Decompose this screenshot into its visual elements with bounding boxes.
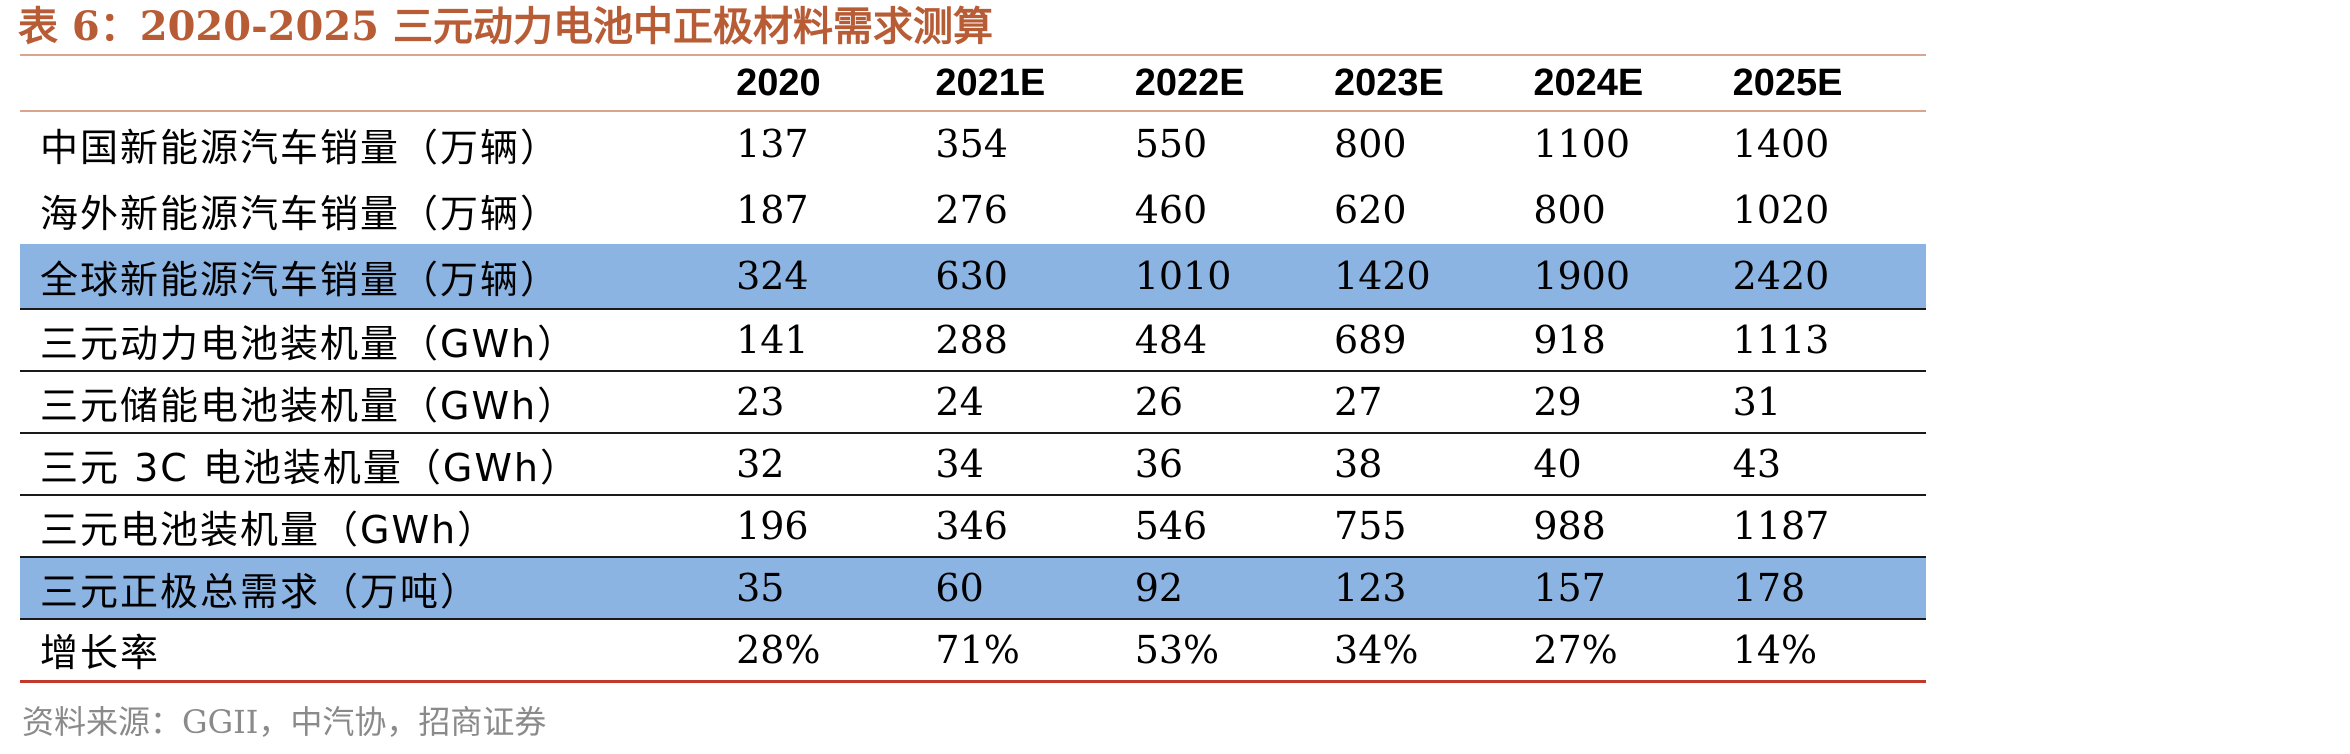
table-cell: 550 [1128, 111, 1329, 178]
table-cell: 276 [929, 177, 1129, 244]
table-cell: 1100 [1527, 111, 1727, 178]
table-cell: 27 [1328, 371, 1528, 434]
row-label: 三元正极总需求（万吨） [20, 557, 731, 620]
row-label: 增长率 [20, 619, 731, 683]
header-cell-2024e: 2024E [1533, 61, 1644, 104]
table-cell: 800 [1527, 177, 1727, 244]
table-cell: 1020 [1726, 177, 1926, 244]
table-cell: 755 [1328, 495, 1528, 558]
table-cell: 71% [929, 619, 1129, 683]
table-cell: 918 [1527, 309, 1727, 372]
table-cell: 36 [1128, 433, 1329, 496]
table-cell: 187 [730, 177, 930, 244]
table-cell: 800 [1328, 111, 1528, 178]
header-cell-2022e: 2022E [1134, 61, 1245, 104]
row-label: 三元 3C 电池装机量（GWh） [20, 433, 731, 496]
table-cell: 1187 [1726, 495, 1926, 558]
table-cell: 34 [929, 433, 1129, 496]
table-cell: 460 [1128, 177, 1329, 244]
table-cell: 630 [929, 243, 1129, 310]
table-cell: 60 [929, 557, 1129, 620]
header-row: 2020 2021E 2022E 2023E 2024E 2025E [20, 55, 1926, 111]
table-cell: 157 [1527, 557, 1727, 620]
data-table-container: 2020 2021E 2022E 2023E 2024E 2025E 中国新能源… [20, 54, 1926, 683]
row-label: 中国新能源汽车销量（万辆） [20, 111, 731, 178]
table-cell: 1113 [1726, 309, 1926, 372]
table-cell: 35 [730, 557, 930, 620]
header-cell-2021e: 2021E [935, 61, 1046, 104]
table-row-highlighted: 全球新能源汽车销量（万辆） 324 630 1010 1420 1900 242… [20, 243, 1926, 310]
table-cell: 141 [730, 309, 930, 372]
row-label: 三元储能电池装机量（GWh） [20, 371, 731, 434]
table-cell: 34% [1328, 619, 1528, 683]
table-cell: 689 [1328, 309, 1528, 372]
table-row: 三元储能电池装机量（GWh） 23 24 26 27 29 31 [20, 371, 1926, 434]
table-cell: 620 [1328, 177, 1528, 244]
table-row: 增长率 28% 71% 53% 34% 27% 14% [20, 619, 1926, 683]
header-cell-2023e: 2023E [1334, 61, 1444, 104]
header-cell-2025e: 2025E [1732, 61, 1843, 104]
table-cell: 1010 [1128, 243, 1329, 310]
table-cell: 178 [1726, 557, 1926, 620]
source-note: 资料来源：GGII，中汽协，招商证券 [22, 703, 547, 741]
table-cell: 29 [1527, 371, 1727, 434]
table-cell: 988 [1527, 495, 1727, 558]
table-cell: 196 [730, 495, 930, 558]
table-cell: 38 [1328, 433, 1528, 496]
table-cell: 43 [1726, 433, 1926, 496]
table-cell: 26 [1128, 371, 1329, 434]
table-cell: 123 [1328, 557, 1528, 620]
table-row: 海外新能源汽车销量（万辆） 187 276 460 620 800 1020 [20, 177, 1926, 244]
table-cell: 324 [730, 243, 930, 310]
table-cell: 1400 [1726, 111, 1926, 178]
table-cell: 288 [929, 309, 1129, 372]
table-row: 三元 3C 电池装机量（GWh） 32 34 36 38 40 43 [20, 433, 1926, 496]
table-cell: 14% [1726, 619, 1926, 683]
table-title: 表 6：2020-2025 三元动力电池中正极材料需求测算 [18, 3, 993, 50]
row-label: 三元电池装机量（GWh） [20, 495, 731, 558]
table-cell: 24 [929, 371, 1129, 434]
header-cell-label [20, 55, 730, 111]
table-cell: 346 [929, 495, 1129, 558]
table-row: 中国新能源汽车销量（万辆） 137 354 550 800 1100 1400 [20, 111, 1926, 178]
table-row: 三元动力电池装机量（GWh） 141 288 484 689 918 1113 [20, 309, 1926, 372]
table-cell: 1900 [1527, 243, 1727, 310]
table-cell: 92 [1128, 557, 1329, 620]
table-cell: 28% [730, 619, 930, 683]
table-cell: 40 [1527, 433, 1727, 496]
table-cell: 137 [730, 111, 930, 178]
table-cell: 546 [1128, 495, 1329, 558]
table-cell: 354 [929, 111, 1129, 178]
battery-demand-table: 2020 2021E 2022E 2023E 2024E 2025E 中国新能源… [20, 54, 1926, 683]
table-cell: 31 [1726, 371, 1926, 434]
row-label: 海外新能源汽车销量（万辆） [20, 177, 731, 244]
table-cell: 27% [1527, 619, 1727, 683]
table-cell: 53% [1128, 619, 1329, 683]
row-label: 全球新能源汽车销量（万辆） [20, 243, 731, 310]
table-row-highlighted: 三元正极总需求（万吨） 35 60 92 123 157 178 [20, 557, 1926, 620]
table-cell: 32 [730, 433, 930, 496]
table-cell: 484 [1128, 309, 1329, 372]
row-label: 三元动力电池装机量（GWh） [20, 309, 731, 372]
table-row: 三元电池装机量（GWh） 196 346 546 755 988 1187 [20, 495, 1926, 558]
table-cell: 23 [730, 371, 930, 434]
table-cell: 1420 [1328, 243, 1528, 310]
table-cell: 2420 [1726, 243, 1926, 310]
header-cell-2020: 2020 [736, 61, 821, 104]
